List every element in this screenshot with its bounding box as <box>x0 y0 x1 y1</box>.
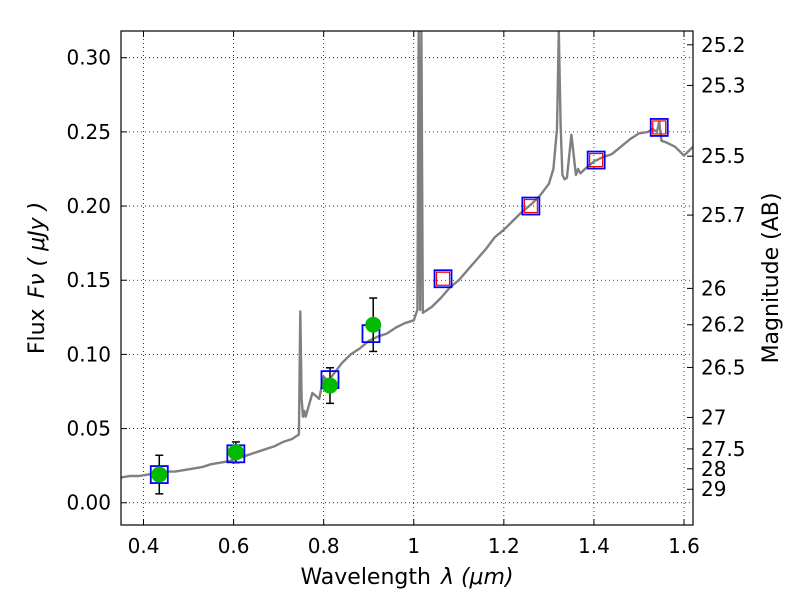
x-tick-label-6: 1.6 <box>668 534 700 558</box>
y-axis-label-text: Flux <box>25 308 50 354</box>
model-box-5 <box>521 196 541 216</box>
mag-tick-label-6: 26.5 <box>701 355 746 379</box>
x-tick-label-1: 0.6 <box>218 534 250 558</box>
x-tick-label-2: 0.8 <box>308 534 340 558</box>
y-tick-label-0: 0.00 <box>66 491 111 515</box>
upper-limit-box-2 <box>589 152 604 168</box>
mag-tick-label-10: 29 <box>701 477 726 501</box>
mag-tick-label-3: 25.7 <box>701 203 746 227</box>
spectrum-line <box>121 31 693 479</box>
upper-limit-box-3 <box>652 120 667 135</box>
mag-tick-label-9: 28 <box>701 457 726 481</box>
y-tick-label-3: 0.15 <box>66 268 111 292</box>
y-tick-label-4: 0.20 <box>66 194 111 218</box>
model-box-6 <box>586 150 606 170</box>
observed-point-2 <box>321 377 338 394</box>
plot-frame <box>120 30 694 526</box>
observed-point-1 <box>227 444 244 461</box>
upper-limit-box-1 <box>523 198 538 214</box>
x-axis-label-text: Wavelength <box>300 565 431 590</box>
x-axis-label: Wavelength λ (μm) <box>300 565 513 590</box>
y-tick-label-1: 0.05 <box>66 417 111 441</box>
gridlines <box>121 31 693 525</box>
upper-limit-box-0 <box>435 271 451 286</box>
model-box-4 <box>433 269 453 289</box>
mag-tick-label-1: 25.3 <box>701 73 746 97</box>
right-axis-label: Magnitude (AB) <box>759 193 784 364</box>
mag-tick-label-2: 25.5 <box>701 144 746 168</box>
x-tick-label-3: 1 <box>407 534 420 558</box>
y-axis-label: Flux Fν ( μJy ) <box>25 202 50 354</box>
mag-tick-label-4: 26 <box>701 276 726 300</box>
ticks: 0.4 0.6 0.8 1 1.2 1.4 1.6 0.00 0.05 0.10 0.15 0.20 0… <box>66 31 746 558</box>
observed-point-0 <box>151 466 168 483</box>
mag-tick-label-0: 25.2 <box>701 33 746 57</box>
y-tick-label-5: 0.25 <box>66 120 111 144</box>
x-tick-label-0: 0.4 <box>128 534 160 558</box>
plot-data <box>121 31 693 495</box>
mag-tick-label-5: 26.2 <box>701 313 746 337</box>
axis-labels: Wavelength λ (μm) Flux Fν ( μJy ) Magnitud… <box>25 193 784 590</box>
y-tick-label-6: 0.30 <box>66 46 111 70</box>
x-axis-label-symbol: λ (μm) <box>440 565 514 590</box>
observed-point-3 <box>365 316 382 333</box>
model-box-7 <box>649 118 669 137</box>
series-group <box>121 31 693 495</box>
x-tick-label-5: 1.4 <box>578 534 610 558</box>
model-box-0 <box>149 465 169 484</box>
y-tick-label-2: 0.10 <box>66 342 111 366</box>
mag-tick-label-7: 27 <box>701 405 726 429</box>
x-tick-label-4: 1.2 <box>488 534 520 558</box>
y-axis-label-symbol: Fν ( μJy ) <box>25 202 50 299</box>
mag-tick-label-8: 27.5 <box>701 437 746 461</box>
